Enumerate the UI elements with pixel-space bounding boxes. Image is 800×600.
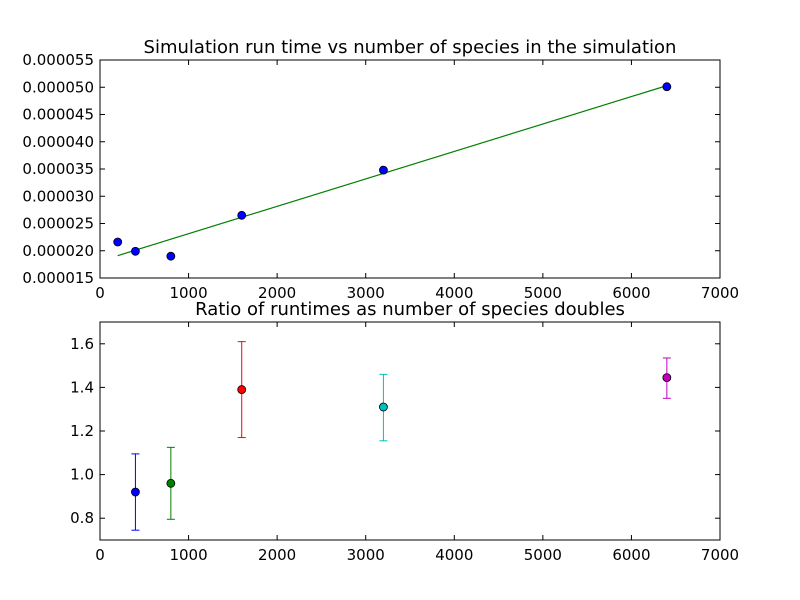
x-tick-label: 3000 [347, 546, 385, 564]
x-tick-label: 5000 [524, 284, 562, 302]
bottom-chart-x-tick-labels: 0 1000 2000 3000 4000 5000 6000 7000 [95, 546, 739, 564]
x-tick-label: 4000 [435, 284, 473, 302]
x-tick-label: 2000 [258, 546, 296, 564]
x-tick-label: 1000 [169, 546, 207, 564]
data-point [379, 165, 388, 175]
data-point [237, 385, 247, 394]
y-tick-label: 1.6 [70, 335, 94, 353]
top-chart-y-tick-labels: 0.000015 0.000020 0.000025 0.000030 0.000035… [22, 51, 94, 287]
x-tick-label: 1000 [169, 284, 207, 302]
x-tick-label: 7000 [701, 284, 739, 302]
x-tick-label: 6000 [612, 546, 650, 564]
x-tick-label: 0 [95, 284, 105, 302]
y-tick-label: 0.000055 [22, 51, 94, 69]
bottom-chart-y-tick-labels: 0.8 1.0 1.2 1.4 1.6 [70, 335, 94, 527]
top-chart-x-tick-labels: 0 1000 2000 3000 4000 5000 6000 7000 [95, 284, 739, 302]
x-tick-label: 6000 [612, 284, 650, 302]
y-tick-label: 0.000015 [22, 269, 94, 287]
data-point [166, 478, 176, 488]
y-tick-label: 1.4 [70, 378, 94, 396]
y-tick-label: 0.000025 [22, 215, 94, 233]
x-tick-label: 4000 [435, 546, 473, 564]
y-tick-label: 0.000040 [22, 133, 94, 151]
x-tick-label: 3000 [347, 284, 385, 302]
fit-line [117, 85, 668, 257]
data-point [662, 82, 672, 92]
bottom-chart: Ratio of runtimes as number of species d… [70, 299, 739, 564]
x-tick-label: 7000 [701, 546, 739, 564]
data-point [237, 210, 247, 220]
data-point [379, 402, 388, 412]
top-chart-points [113, 82, 672, 261]
top-chart-axes-frame [99, 59, 721, 279]
x-tick-label: 2000 [258, 284, 296, 302]
x-tick-label: 0 [95, 546, 105, 564]
data-point [131, 246, 140, 256]
top-chart-ticks [99, 59, 721, 279]
y-tick-label: 1.0 [70, 466, 94, 484]
y-tick-label: 0.000035 [22, 160, 94, 178]
data-point [113, 237, 123, 247]
y-tick-label: 0.8 [70, 509, 94, 527]
top-chart-title: Simulation run time vs number of species… [144, 37, 677, 58]
y-tick-label: 0.000030 [22, 187, 94, 205]
x-tick-label: 5000 [524, 546, 562, 564]
y-tick-label: 0.000020 [22, 242, 94, 260]
top-chart: Simulation run time vs number of species… [22, 37, 739, 302]
bottom-chart-ticks [99, 322, 721, 540]
bottom-chart-error-bars [131, 341, 671, 531]
data-point [166, 251, 176, 261]
y-tick-label: 0.000045 [22, 106, 94, 124]
y-tick-label: 0.000050 [22, 78, 94, 96]
data-point [662, 373, 672, 382]
bottom-chart-points [131, 373, 672, 497]
y-tick-label: 1.2 [70, 422, 94, 440]
data-point [131, 487, 140, 497]
bottom-chart-axes-frame [99, 321, 721, 541]
bottom-chart-title: Ratio of runtimes as number of species d… [195, 299, 625, 320]
top-chart-fit-line-group [117, 85, 668, 257]
